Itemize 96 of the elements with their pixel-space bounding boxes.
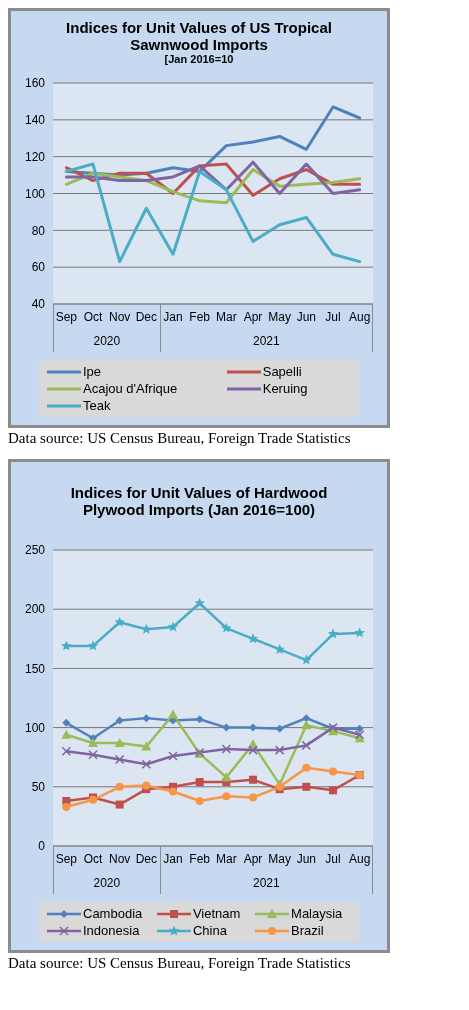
x-tick-label: May — [268, 309, 291, 324]
x-tick-label: Jun — [296, 309, 317, 324]
legend-label: Malaysia — [291, 906, 343, 921]
x-tick-label: Nov — [108, 309, 131, 324]
point — [195, 797, 204, 806]
point — [354, 627, 365, 638]
x-tick-label: Dec — [135, 309, 158, 324]
text: 2021 — [251, 876, 281, 890]
y-tick-label: 150 — [24, 661, 46, 676]
x-tick-label: Dec — [135, 851, 158, 866]
legend-label: Cambodia — [83, 906, 143, 921]
x-tick-label: Mar — [216, 851, 237, 866]
point — [61, 729, 72, 739]
point — [88, 737, 98, 747]
point — [142, 714, 151, 723]
x-tick-label: Jun — [296, 851, 317, 866]
point — [302, 714, 311, 723]
legend-label: Keruing — [262, 381, 308, 396]
point — [115, 800, 124, 809]
legend-label: Ipe — [83, 364, 102, 379]
point — [115, 716, 124, 725]
x-tick-label: Oct — [83, 309, 103, 324]
point — [61, 640, 72, 651]
y-tick-label: 0 — [38, 839, 46, 854]
x-tick-label: May — [268, 851, 291, 866]
legend-label: China — [192, 923, 227, 938]
point — [115, 782, 124, 791]
point — [222, 792, 231, 801]
point — [222, 723, 231, 732]
point — [195, 715, 204, 724]
chart-title: Indices for Unit Values of US Tropical Sawnwood Imports — [65, 19, 333, 53]
y-tick-label: 100 — [24, 720, 46, 735]
x-tick-label: Jan — [163, 851, 183, 866]
point — [114, 737, 125, 747]
y-tick-label: 40 — [31, 297, 46, 312]
point — [301, 654, 312, 665]
y-tick-label: 160 — [24, 76, 46, 91]
x-tick-label: Apr — [243, 851, 263, 866]
point — [221, 622, 232, 633]
point — [62, 718, 71, 727]
x-tick-label: Apr — [243, 309, 263, 324]
x-tick-label: Aug — [348, 851, 371, 866]
y-tick-label: 200 — [24, 602, 46, 617]
text: 2021 — [251, 334, 281, 348]
x-tick-label: Nov — [108, 851, 131, 866]
y-tick-label: 80 — [31, 223, 46, 238]
source-note: Data source: US Census Bureau, Foreign Trade Statistics — [8, 430, 352, 447]
point — [168, 709, 178, 719]
point — [302, 763, 311, 772]
point — [249, 723, 257, 732]
legend-label: Teak — [83, 398, 111, 413]
x-tick-label: Feb — [189, 851, 211, 866]
point — [169, 787, 177, 796]
chart-title: Indices for Unit Values of Hardwood Plywood Imports (Jan 2016=100) — [69, 484, 329, 518]
y-tick-label: 60 — [31, 260, 46, 275]
legend-label: Acajou d'Afrique — [83, 381, 178, 396]
legend-label: Vietnam — [192, 906, 241, 921]
y-tick-label: 140 — [24, 113, 46, 128]
x-tick-label: Sep — [55, 851, 78, 866]
point — [114, 616, 125, 627]
y-tick-label: 250 — [24, 543, 46, 558]
point — [302, 782, 311, 791]
legend-label: Brazil — [291, 923, 324, 938]
legend-label: Sapelli — [262, 364, 302, 379]
point — [329, 767, 337, 776]
x-tick-label: Jan — [163, 309, 183, 324]
point — [221, 772, 232, 782]
point — [62, 802, 71, 811]
point — [141, 741, 152, 751]
point — [142, 781, 151, 790]
point — [327, 628, 339, 639]
point — [249, 793, 257, 802]
x-tick-label: Jul — [325, 851, 341, 866]
x-tick-label: Aug — [348, 309, 371, 324]
point — [194, 597, 205, 608]
x-tick-label: Oct — [83, 851, 103, 866]
point — [195, 778, 204, 787]
x-tick-label: Sep — [55, 309, 78, 324]
y-tick-label: 50 — [31, 780, 46, 795]
point — [87, 640, 99, 651]
point — [167, 621, 179, 632]
text: 2020 — [92, 334, 122, 348]
y-tick-label: 100 — [24, 186, 46, 201]
text: 2020 — [92, 876, 122, 890]
chart-subtitle: [Jan 2016=10 — [164, 53, 234, 65]
y-tick-label: 120 — [24, 149, 46, 164]
point — [329, 786, 337, 795]
legend-label: Indonesia — [83, 923, 140, 938]
point — [249, 775, 257, 784]
x-tick-label: Jul — [325, 309, 341, 324]
x-tick-label: Feb — [189, 309, 211, 324]
x-tick-label: Mar — [216, 309, 237, 324]
point — [301, 720, 312, 730]
source-note: Data source: US Census Bureau, Foreign Trade Statistics — [8, 955, 352, 972]
line-series — [64, 162, 362, 264]
point — [275, 724, 284, 733]
